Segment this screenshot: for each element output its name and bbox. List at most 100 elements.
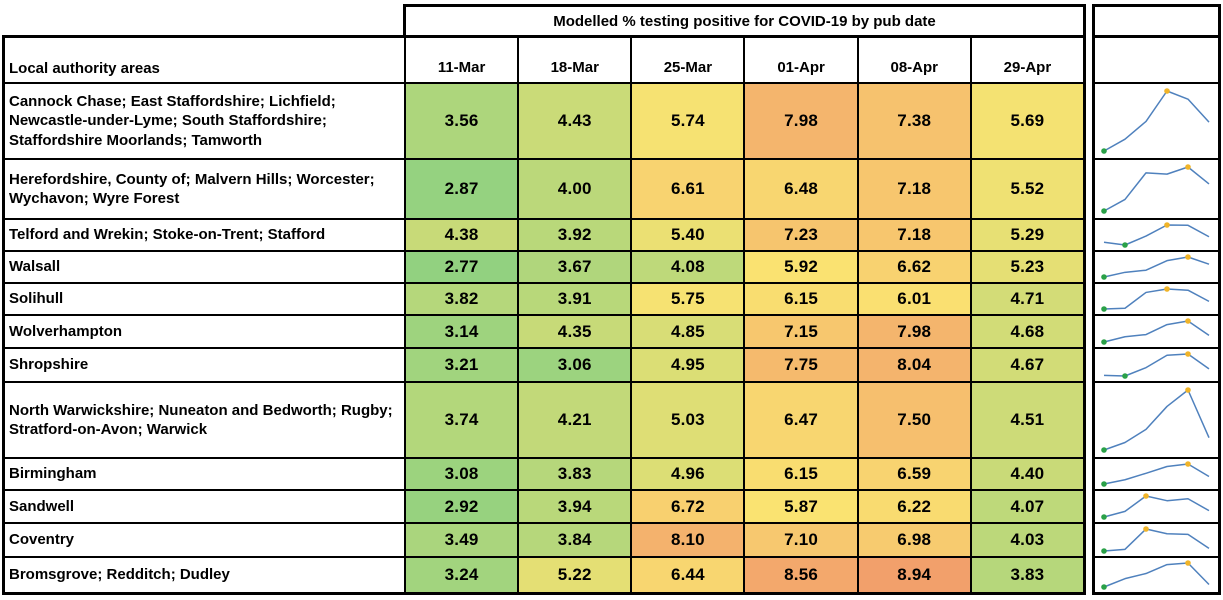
area-label: Cannock Chase; East Staffordshire; Lichf… (5, 84, 404, 158)
value-cell: 5.87 (745, 491, 857, 522)
value-cell: 3.21 (406, 349, 518, 381)
row-header-label: Local authority areas (5, 38, 404, 82)
sparkline-min-dot (1101, 514, 1107, 520)
sparkline-chart (1103, 222, 1210, 248)
sparkline-chart (1101, 318, 1210, 345)
value-cell: 7.98 (858, 316, 970, 347)
sparkline-max-dot (1185, 560, 1191, 566)
sparkline-line (1103, 256, 1210, 278)
value-cell: 5.22 (519, 558, 631, 592)
sparkline-cell (1095, 284, 1218, 314)
value-cell: 4.03 (971, 524, 1083, 556)
sparkline-cell (1095, 252, 1218, 282)
sparkline-column-header-box (1092, 4, 1221, 35)
value-cell: 6.62 (858, 252, 970, 282)
sparkline-line (1103, 320, 1210, 343)
sparkline-max-dot (1185, 164, 1191, 170)
sparkline-chart (1101, 164, 1210, 214)
sparkline-min-dot (1101, 148, 1107, 154)
value-cell: 7.50 (858, 383, 970, 457)
area-label: Birmingham (5, 459, 404, 489)
value-cell: 3.24 (406, 558, 518, 592)
value-cell: 6.15 (745, 284, 857, 314)
value-cell: 4.21 (519, 383, 631, 457)
value-cell: 6.01 (858, 284, 970, 314)
value-cell: 7.10 (745, 524, 857, 556)
column-header-date: 01-Apr (745, 38, 857, 82)
value-cell: 4.71 (971, 284, 1083, 314)
sparkline-chart (1101, 526, 1210, 554)
value-cell: 6.98 (858, 524, 970, 556)
value-cell: 5.23 (971, 252, 1083, 282)
sparkline-chart (1101, 560, 1210, 590)
value-cell: 3.67 (519, 252, 631, 282)
sparkline-chart (1101, 254, 1210, 280)
value-cell: 4.38 (406, 220, 518, 250)
sparkline-min-dot (1101, 339, 1107, 345)
value-cell: 7.18 (858, 220, 970, 250)
value-cell: 7.18 (858, 160, 970, 218)
value-cell: 5.03 (632, 383, 744, 457)
sparkline-header-spacer (1095, 38, 1218, 82)
sparkline-min-dot (1101, 208, 1107, 214)
sparkline-line (1103, 562, 1210, 588)
value-cell: 7.38 (858, 84, 970, 158)
sparkline-min-dot (1101, 447, 1107, 453)
sparkline-max-dot (1185, 318, 1191, 324)
value-cell: 4.51 (971, 383, 1083, 457)
sparkline-chart (1101, 387, 1210, 453)
value-cell: 3.82 (406, 284, 518, 314)
value-cell: 3.06 (519, 349, 631, 381)
value-cell: 7.75 (745, 349, 857, 381)
value-cell: 3.74 (406, 383, 518, 457)
value-cell: 2.92 (406, 491, 518, 522)
value-cell: 5.75 (632, 284, 744, 314)
value-cell: 8.10 (632, 524, 744, 556)
value-cell: 7.15 (745, 316, 857, 347)
sparkline-min-dot (1101, 584, 1107, 590)
value-cell: 5.29 (971, 220, 1083, 250)
value-cell: 6.44 (632, 558, 744, 592)
sparkline-cell (1095, 349, 1218, 381)
sparkline-chart (1103, 351, 1210, 379)
value-cell: 3.94 (519, 491, 631, 522)
sparkline-cell (1095, 160, 1218, 218)
area-label: Bromsgrove; Redditch; Dudley (5, 558, 404, 592)
sparkline-max-dot (1143, 526, 1149, 532)
value-cell: 3.92 (519, 220, 631, 250)
value-cell: 3.49 (406, 524, 518, 556)
sparkline-line (1103, 224, 1210, 246)
value-cell: 2.87 (406, 160, 518, 218)
sparkline-line (1103, 463, 1210, 485)
sparkline-cell (1095, 459, 1218, 489)
value-cell: 4.96 (632, 459, 744, 489)
value-cell: 5.74 (632, 84, 744, 158)
area-label: Herefordshire, County of; Malvern Hills;… (5, 160, 404, 218)
sparkline-cell (1095, 84, 1218, 158)
sparkline-chart (1101, 286, 1210, 312)
value-cell: 6.59 (858, 459, 970, 489)
value-cell: 6.61 (632, 160, 744, 218)
value-cell: 5.69 (971, 84, 1083, 158)
value-cell: 3.83 (519, 459, 631, 489)
sparkline-max-dot (1185, 387, 1191, 393)
heatmap-table: Local authority areas 11-Mar 18-Mar 25-Mar 0… (2, 35, 1086, 595)
value-cell: 3.08 (406, 459, 518, 489)
area-label: Sandwell (5, 491, 404, 522)
sparkline-max-dot (1164, 88, 1170, 94)
sparkline-min-dot (1101, 548, 1107, 554)
sparkline-cell (1095, 524, 1218, 556)
sparkline-max-dot (1164, 222, 1170, 228)
sparkline-chart (1101, 493, 1210, 520)
column-header-date: 18-Mar (519, 38, 631, 82)
value-cell: 4.85 (632, 316, 744, 347)
area-label: Coventry (5, 524, 404, 556)
sparkline-min-dot (1122, 373, 1128, 379)
area-label: Shropshire (5, 349, 404, 381)
value-cell: 7.23 (745, 220, 857, 250)
value-cell: 3.14 (406, 316, 518, 347)
sparkline-chart (1101, 461, 1210, 487)
value-cell: 6.47 (745, 383, 857, 457)
sparkline-min-dot (1101, 481, 1107, 487)
value-cell: 6.72 (632, 491, 744, 522)
